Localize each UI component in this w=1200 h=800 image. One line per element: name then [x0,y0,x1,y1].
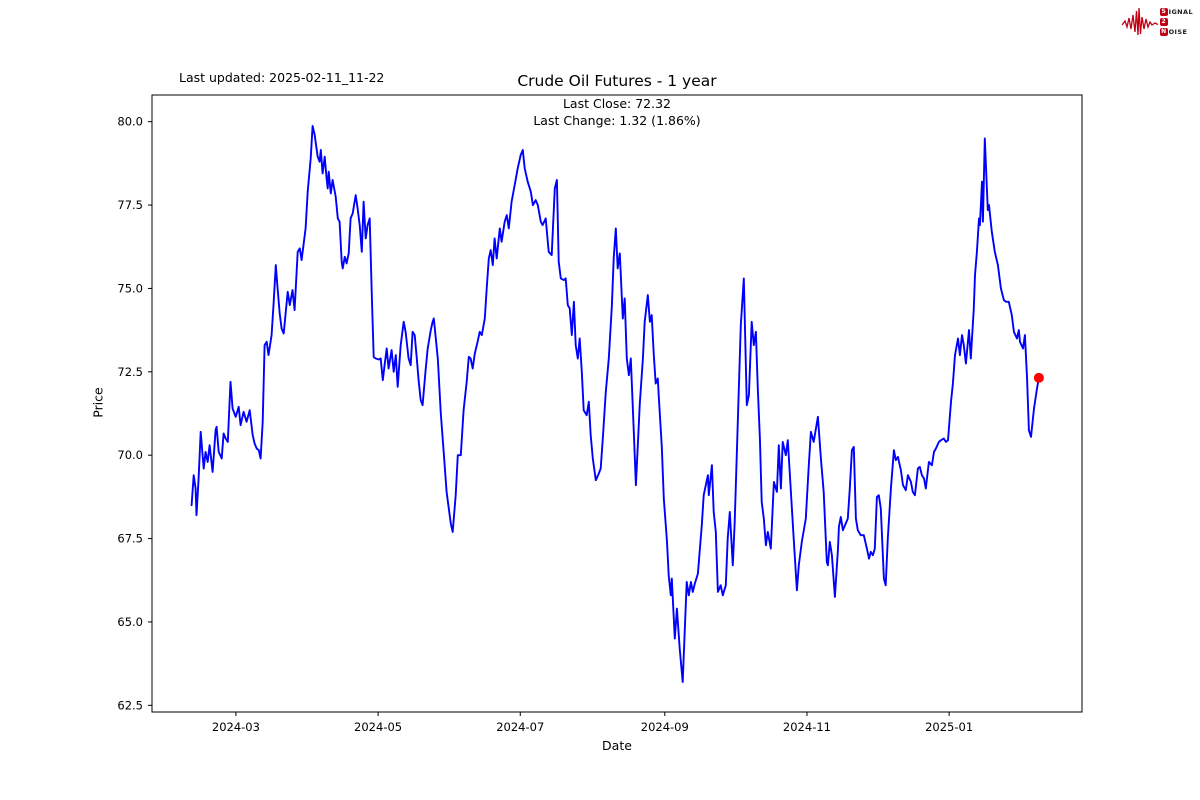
x-tick-label: 2024-05 [354,720,402,734]
y-tick-label: 77.5 [117,198,143,212]
signal2noise-logo-waveform-icon [1121,7,1158,36]
y-tick-label: 65.0 [117,615,143,629]
y-tick-label: 70.0 [117,448,143,462]
y-tick-label: 72.5 [117,365,143,379]
x-tick-label: 2024-07 [496,720,544,734]
logo-letterbox-n: N [1159,28,1168,36]
logo-text-oise: OISE [1168,28,1188,36]
y-axis-label: Price [90,387,106,418]
logo-row-2: 2 [1159,18,1193,27]
y-tick-label: 80.0 [117,115,143,129]
x-tick-label: 2024-09 [641,720,689,734]
signal2noise-logo: S IGNAL 2 N OISE [1121,6,1193,38]
logo-row-signal: S IGNAL [1159,8,1193,17]
signal2noise-logo-text: S IGNAL 2 N OISE [1159,8,1193,37]
logo-letterbox-2: 2 [1159,18,1168,26]
y-tick-label: 62.5 [117,698,143,712]
logo-text-ignal: IGNAL [1168,8,1193,16]
last-change-text: Last Change: 1.32 (1.86%) [533,113,701,128]
x-tick-label: 2024-03 [212,720,260,734]
logo-row-noise: N OISE [1159,28,1193,37]
last-updated-text: Last updated: 2025-02-11_11-22 [179,70,385,85]
chart-title: Crude Oil Futures - 1 year [517,72,717,90]
y-tick-label: 67.5 [117,532,143,546]
logo-letterbox-s: S [1159,8,1168,16]
x-tick-label: 2025-01 [925,720,973,734]
axes-spines [151,94,1083,713]
last-close-text: Last Close: 72.32 [562,96,672,111]
y-tick-label: 75.0 [117,281,143,295]
price-line [190,125,1040,683]
last-price-marker [1033,372,1044,383]
x-axis-label: Date [602,738,632,753]
x-tick-label: 2024-11 [783,720,831,734]
